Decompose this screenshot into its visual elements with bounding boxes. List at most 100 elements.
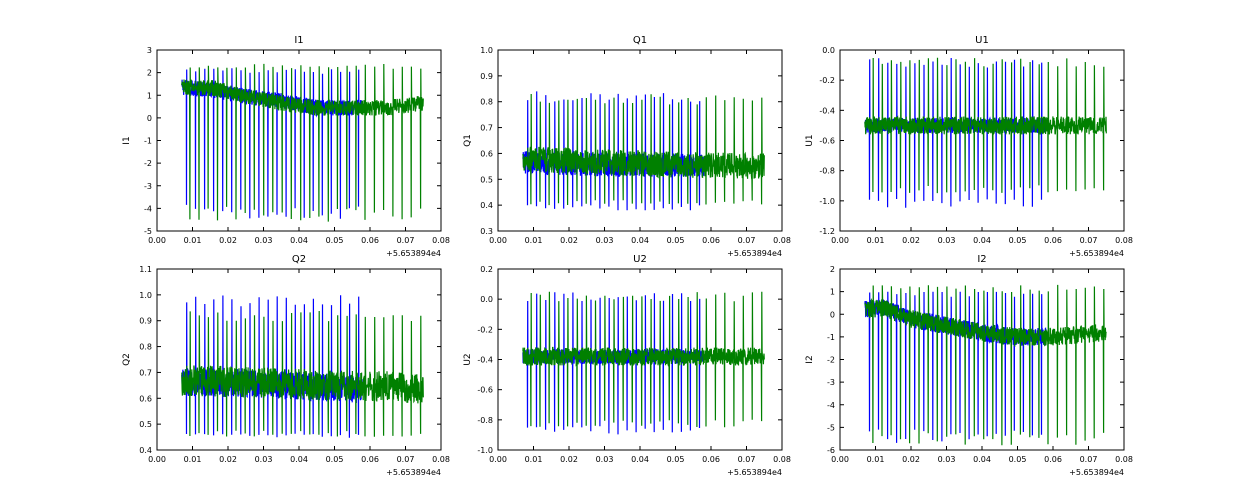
subplot-title: I2 [977, 254, 986, 265]
y-tick-label: -2 [827, 356, 835, 365]
y-tick-label: 1.1 [139, 265, 152, 274]
y-tick-label: -3 [827, 378, 835, 387]
y-tick-label: 0.9 [139, 317, 152, 326]
y-tick-label: 0.9 [480, 72, 493, 81]
x-tick-label: 0.00 [489, 455, 507, 464]
x-offset-label: +5.653894e4 [1069, 468, 1124, 477]
y-tick-label: 0.8 [480, 98, 493, 107]
y-axis-label: I2 [805, 355, 815, 363]
x-tick-label: 0.00 [148, 455, 166, 464]
x-tick-label: 0.03 [938, 236, 956, 245]
x-tick-label: 0.00 [489, 236, 507, 245]
x-tick-label: 0.07 [738, 236, 756, 245]
subplot-i2: 0.00 0.01 0.02 0.03 0.04 0.05 0.06 0.07 0.08 -6 -5… [805, 254, 1133, 477]
y-tick-label: 0 [147, 114, 152, 123]
y-tick-label: -0.8 [819, 167, 835, 176]
subplot-title: I1 [294, 35, 303, 46]
y-tick-label: 0.4 [480, 201, 493, 210]
subplot-title: Q2 [292, 254, 306, 265]
x-offset-label: +5.653894e4 [727, 249, 782, 258]
y-tick-label: 2 [147, 69, 152, 78]
x-tick-label: 0.06 [1044, 236, 1062, 245]
x-tick-label: 0.05 [1009, 236, 1027, 245]
y-tick-label: 0.7 [480, 124, 493, 133]
x-tick-label: 0.01 [867, 236, 885, 245]
y-axis-label: Q2 [122, 353, 132, 366]
x-tick-label: 0.05 [326, 236, 344, 245]
x-tick-label: 0.03 [596, 455, 614, 464]
x-tick-label: 0.00 [831, 236, 849, 245]
series-line-series_2 [522, 291, 765, 428]
x-tick-label: 0.00 [148, 236, 166, 245]
y-tick-label: -1.0 [819, 197, 835, 206]
y-tick-label: -0.6 [819, 137, 835, 146]
y-tick-label: -1 [827, 333, 835, 342]
y-tick-label: -1 [144, 137, 152, 146]
x-tick-label: 0.02 [902, 455, 920, 464]
y-tick-label: 1 [830, 288, 835, 297]
x-tick-label: 0.05 [326, 455, 344, 464]
x-tick-label: 0.05 [1009, 455, 1027, 464]
y-tick-label: -6 [827, 446, 835, 455]
y-tick-label: -0.4 [819, 106, 835, 115]
y-axis-label: U1 [805, 134, 815, 146]
y-tick-label: 0.5 [480, 175, 493, 184]
x-tick-label: 0.03 [255, 236, 273, 245]
x-tick-label: 0.06 [702, 455, 720, 464]
x-tick-label: 0.04 [290, 455, 308, 464]
x-tick-label: 0.05 [667, 236, 685, 245]
x-tick-label: 0.01 [184, 236, 202, 245]
x-tick-label: 0.02 [219, 236, 237, 245]
y-tick-label: -3 [144, 182, 152, 191]
x-tick-label: 0.08 [1115, 236, 1133, 245]
series-line-series_2 [522, 93, 765, 206]
x-tick-label: 0.01 [867, 455, 885, 464]
x-offset-label: +5.653894e4 [727, 468, 782, 477]
x-tick-label: 0.04 [290, 236, 308, 245]
x-tick-label: 0.08 [773, 236, 791, 245]
x-tick-label: 0.04 [631, 455, 649, 464]
y-tick-label: -0.6 [477, 386, 493, 395]
x-tick-label: 0.02 [219, 455, 237, 464]
y-tick-label: 0.0 [480, 295, 493, 304]
x-tick-label: 0.04 [631, 236, 649, 245]
x-tick-label: 0.04 [973, 455, 991, 464]
subplot-q1: 0.00 0.01 0.02 0.03 0.04 0.05 0.06 0.07 0.08 0.3 0… [463, 35, 791, 258]
y-tick-label: 1.0 [480, 46, 493, 55]
x-offset-label: +5.653894e4 [386, 249, 441, 258]
y-tick-label: -4 [144, 204, 152, 213]
y-tick-label: 0.7 [139, 368, 152, 377]
y-tick-label: 0.6 [480, 149, 493, 158]
series-line-series_2 [864, 284, 1107, 446]
y-tick-label: 0.8 [139, 343, 152, 352]
x-tick-label: 0.06 [702, 236, 720, 245]
y-tick-label: 1 [147, 91, 152, 100]
y-tick-label: 3 [147, 46, 152, 55]
x-tick-label: 0.02 [560, 236, 578, 245]
y-tick-label: 0.5 [139, 420, 152, 429]
subplot-title: U1 [975, 35, 989, 46]
subplot-u1: 0.00 0.01 0.02 0.03 0.04 0.05 0.06 0.07 0.08 -1.2… [805, 35, 1133, 258]
x-tick-label: 0.07 [738, 455, 756, 464]
series-line-series_2 [181, 310, 424, 437]
subplot-title: U2 [633, 254, 647, 265]
x-tick-label: 0.01 [184, 455, 202, 464]
subplot-title: Q1 [633, 35, 647, 46]
series-line-series_2 [864, 57, 1107, 194]
y-tick-label: 0.0 [822, 46, 835, 55]
x-tick-label: 0.08 [1115, 455, 1133, 464]
y-tick-label: 2 [830, 265, 835, 274]
x-tick-label: 0.07 [397, 236, 415, 245]
subplot-i1: 0.00 0.01 0.02 0.03 0.04 0.05 0.06 0.07 0.08 -5 -4… [122, 35, 450, 258]
x-tick-label: 0.01 [525, 455, 543, 464]
x-tick-label: 0.08 [432, 455, 450, 464]
x-tick-label: 0.03 [938, 455, 956, 464]
x-tick-label: 0.06 [361, 455, 379, 464]
x-tick-label: 0.00 [831, 455, 849, 464]
y-tick-label: -4 [827, 401, 835, 410]
y-tick-label: -0.2 [477, 325, 493, 334]
y-tick-label: 0 [830, 310, 835, 319]
y-tick-label: 0.3 [480, 227, 493, 236]
y-tick-label: -0.8 [477, 416, 493, 425]
